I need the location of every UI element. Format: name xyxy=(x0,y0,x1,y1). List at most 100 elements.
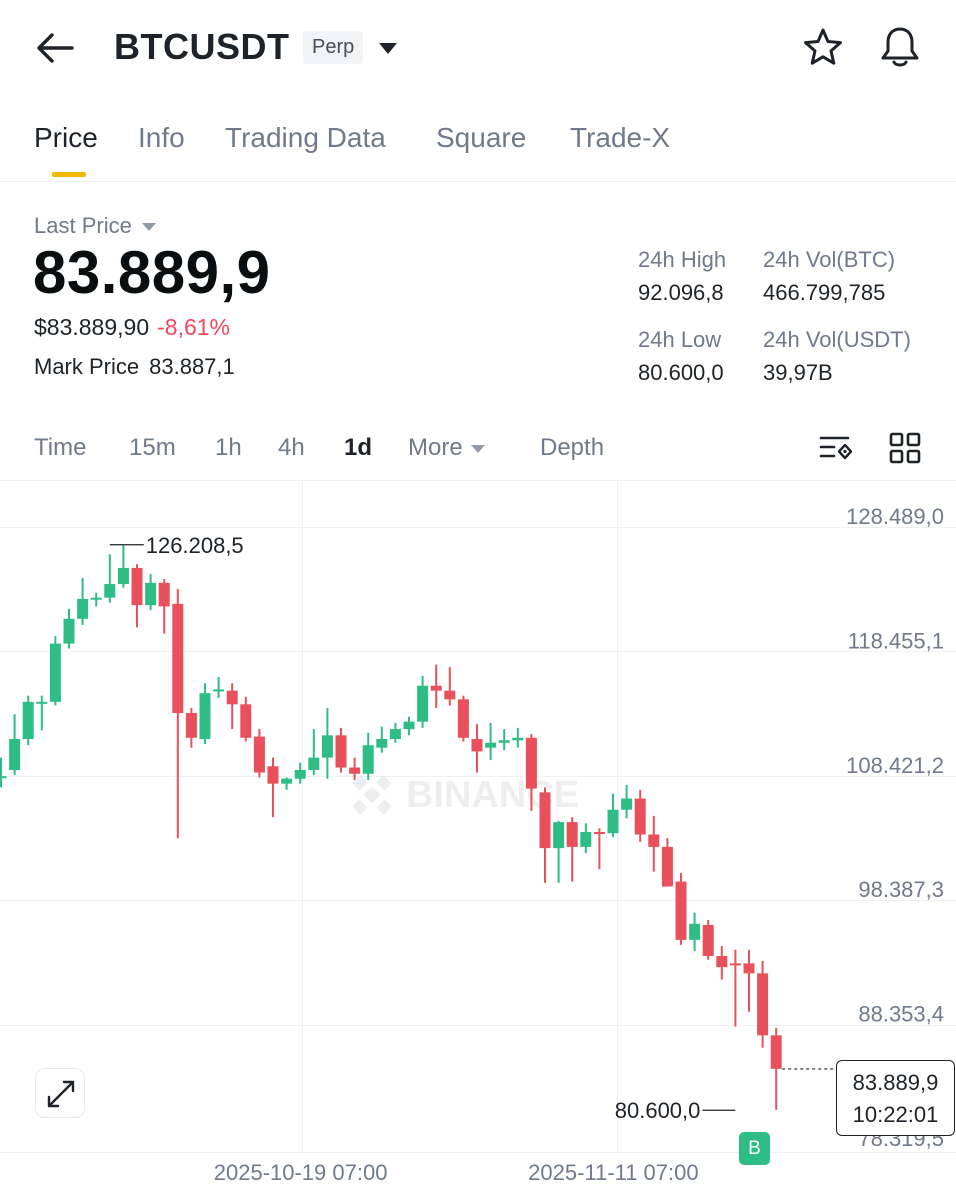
candle-body xyxy=(145,582,157,606)
watermark-text: BINANCE xyxy=(406,774,579,816)
contract-type-badge: Perp xyxy=(303,31,364,64)
candle-body xyxy=(525,737,537,789)
candle-body xyxy=(471,739,483,752)
candle-body xyxy=(417,685,429,722)
candle-body xyxy=(498,740,510,743)
interval-more-label: More xyxy=(408,434,463,461)
candle-body xyxy=(49,643,61,702)
tab-trading-data[interactable]: Trading Data xyxy=(225,122,386,153)
alert-bell-icon[interactable] xyxy=(878,24,922,70)
last-price-dropdown-icon xyxy=(141,223,156,232)
candle-body xyxy=(308,757,320,771)
last-price-selector[interactable]: Last Price xyxy=(34,213,156,239)
tab-square[interactable]: Square xyxy=(436,122,527,153)
candle-body xyxy=(376,739,388,748)
indicator-settings-icon[interactable] xyxy=(818,430,854,466)
current-price-tag: 83.889,9 10:22:01 xyxy=(836,1060,955,1136)
candle-body xyxy=(716,955,728,968)
mark-price-label: Mark Price xyxy=(34,354,140,379)
stat-24h-vol-usdt: 24h Vol(USDT) 39,97B xyxy=(763,327,911,386)
candle-body xyxy=(648,834,660,847)
chart-canvas: BINANCE 128.489,0 118.455,1 108.421,2 98.38… xyxy=(0,480,956,1185)
candle-body xyxy=(158,582,170,607)
stat-24h-low: 24h Low 80.600,0 xyxy=(638,327,724,386)
tab-info[interactable]: Info xyxy=(138,122,185,153)
interval-4h[interactable]: 4h xyxy=(278,434,305,461)
extreme-markers: 126.208,5 80.600,0 xyxy=(109,533,836,1123)
candle-body xyxy=(321,735,333,758)
stat-value: 80.600,0 xyxy=(638,360,724,385)
stat-label: 24h Vol(BTC) xyxy=(763,247,896,272)
stat-value: 92.096,8 xyxy=(638,280,724,305)
stat-value: 466.799,785 xyxy=(763,280,886,305)
y-axis-tick-label: 128.489,0 xyxy=(846,504,944,529)
candle-body xyxy=(335,735,347,768)
interval-1h[interactable]: 1h xyxy=(215,434,242,461)
candle-body xyxy=(607,809,619,834)
candle-body xyxy=(457,699,469,738)
candle-body xyxy=(0,776,7,779)
candle-body xyxy=(661,846,673,887)
candle-body xyxy=(22,701,34,740)
back-arrow-icon[interactable] xyxy=(32,26,78,70)
symbol-dropdown-caret-icon[interactable] xyxy=(376,40,400,56)
favorite-star-icon[interactable] xyxy=(802,26,844,68)
candle-body xyxy=(593,832,605,835)
candle-body xyxy=(63,618,75,644)
candle-body xyxy=(770,1035,782,1069)
stat-24h-high: 24h High 92.096,8 xyxy=(638,247,726,306)
candle-body xyxy=(349,767,361,774)
candle-body xyxy=(294,770,306,779)
candle-body xyxy=(77,598,89,619)
candle-body xyxy=(226,690,238,705)
candle-body xyxy=(131,567,143,606)
candle-body xyxy=(199,693,211,740)
tab-trade-x[interactable]: Trade-X xyxy=(570,122,671,153)
candle-body xyxy=(253,736,265,773)
candle-body xyxy=(689,923,701,940)
candles xyxy=(0,544,782,1110)
last-price-label: Last Price xyxy=(34,213,132,238)
x-axis-tick-label: 2025-10-19 07:00 xyxy=(214,1160,388,1185)
candle-body xyxy=(444,690,456,700)
candle-body xyxy=(36,701,48,704)
candle-body xyxy=(403,721,415,730)
active-tab-indicator xyxy=(52,172,86,177)
candle-body xyxy=(281,778,293,784)
depth-tab[interactable]: Depth xyxy=(540,434,605,461)
y-axis-tick-label: 118.455,1 xyxy=(848,628,944,653)
candle-body xyxy=(580,832,592,847)
candle-body xyxy=(512,737,524,741)
more-dropdown-icon xyxy=(470,444,485,453)
candle-body xyxy=(430,685,442,691)
buy-marker-badge[interactable]: B xyxy=(739,1132,770,1165)
stat-label: 24h Vol(USDT) xyxy=(763,327,911,352)
candle-body xyxy=(389,729,401,740)
interval-1d[interactable]: 1d xyxy=(344,434,373,461)
layout-grid-icon[interactable] xyxy=(887,430,923,466)
y-axis-tick-label: 98.387,3 xyxy=(858,877,944,902)
candle-body xyxy=(729,963,741,966)
tab-price[interactable]: Price xyxy=(34,122,98,153)
stat-label: 24h High xyxy=(638,247,727,272)
low-marker-label: 80.600,0 xyxy=(615,1098,701,1123)
fullscreen-button[interactable] xyxy=(35,1068,85,1118)
candle-body xyxy=(213,689,225,692)
candle-body xyxy=(634,798,646,835)
interval-more[interactable]: More xyxy=(408,434,485,462)
interval-time[interactable]: Time xyxy=(34,434,87,461)
interval-15m[interactable]: 15m xyxy=(129,434,176,461)
top-bar: BTCUSDT Perp xyxy=(0,0,956,96)
candle-body xyxy=(485,742,497,748)
y-axis-tick-label: 108.421,2 xyxy=(846,753,944,778)
section-tabs: Price Info Trading Data Square Trade-X xyxy=(0,96,956,182)
stat-label: 24h Low xyxy=(638,327,722,352)
binance-logo-icon xyxy=(352,775,392,815)
candlestick-chart[interactable]: BINANCE 128.489,0 118.455,1 108.421,2 98.38… xyxy=(0,480,956,1200)
candle-body xyxy=(117,567,129,585)
mark-price-value: 83.887,1 xyxy=(149,354,235,379)
candle-countdown: 10:22:01 xyxy=(852,1102,939,1127)
candle-body xyxy=(90,597,102,600)
stat-24h-vol-btc: 24h Vol(BTC) 466.799,785 xyxy=(763,247,895,306)
symbol-title[interactable]: BTCUSDT xyxy=(114,26,290,67)
